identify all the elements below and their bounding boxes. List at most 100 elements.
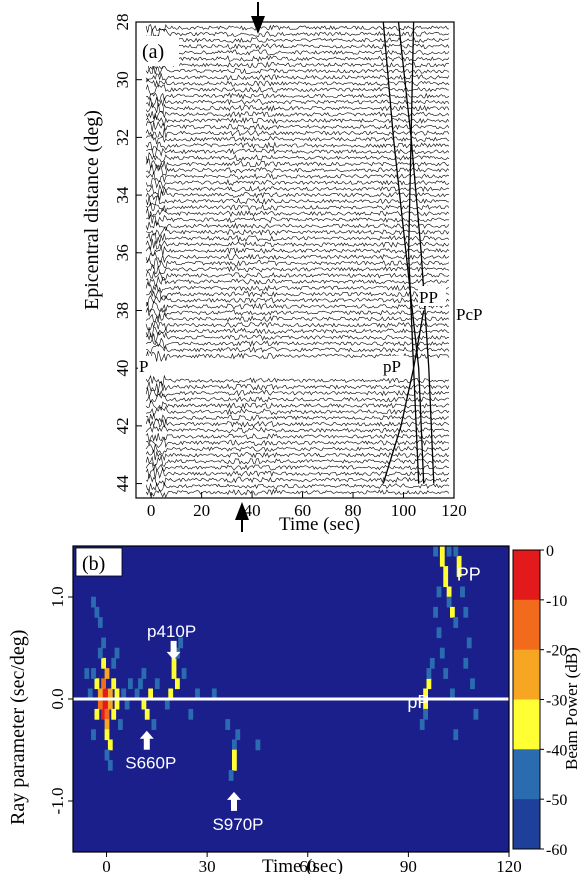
heatmap-cell: [419, 719, 425, 730]
colorbar-tick-label: -50: [546, 792, 567, 809]
heatmap-cell: [439, 555, 445, 567]
heatmap-cell: [466, 637, 472, 649]
seismic-trace: [145, 320, 449, 331]
panel-b-y-axis-label: Ray parameter (sec/deg): [7, 630, 29, 825]
seismic-trace: [145, 141, 450, 152]
heatmap-cell: [104, 668, 110, 679]
seismic-trace: [146, 232, 450, 244]
seismic-trace: [145, 433, 450, 443]
heatmap-cell: [138, 678, 143, 690]
seismic-trace: [145, 189, 450, 201]
heatmap-cell: [104, 729, 110, 741]
heatmap-cell: [433, 606, 438, 618]
seismic-trace: [145, 295, 450, 307]
heatmap-cell: [453, 729, 459, 741]
seismic-trace: [145, 128, 450, 139]
panel-a-traces: [145, 24, 450, 498]
seismic-trace: [145, 59, 450, 71]
heatmap-cell: [111, 708, 117, 720]
heatmap-cell: [118, 719, 123, 730]
heatmap-cell: [111, 678, 117, 690]
x-tick-label: 0: [102, 857, 111, 874]
seismic-trace: [145, 220, 450, 232]
heatmap-cell: [473, 708, 479, 720]
heatmap-cell: [439, 647, 445, 659]
heatmap-cell: [104, 698, 110, 710]
heatmap-cell: [429, 657, 435, 669]
seismic-trace: [145, 337, 450, 350]
seismic-trace: [145, 256, 450, 270]
heatmap-cell: [181, 668, 187, 679]
heatmap-cell: [94, 678, 100, 690]
heatmap-cell: [178, 637, 184, 649]
heatmap-cell: [470, 678, 475, 690]
heatmap-cell: [426, 678, 432, 690]
heatmap-cell: [436, 627, 442, 639]
seismic-trace: [145, 172, 450, 183]
heatmap-cell: [168, 688, 174, 700]
seismic-trace: [145, 387, 450, 399]
seismic-trace: [146, 290, 450, 300]
annotation-label: PP: [457, 565, 481, 585]
seismic-trace: [145, 418, 450, 428]
heatmap-cell: [107, 759, 113, 771]
seismic-trace: [145, 53, 450, 64]
travel-time-curve-pp: [382, 21, 425, 484]
heatmap-cell: [144, 708, 150, 720]
colorbar-segment: [513, 699, 540, 750]
heatmap-cell: [450, 688, 455, 700]
seismic-trace: [145, 207, 450, 219]
heatmap-cell: [426, 668, 432, 679]
heatmap-cell: [134, 688, 140, 700]
y-tick-label: 42: [113, 417, 132, 434]
panel-b-label: (b): [82, 553, 105, 575]
heatmap-cell: [148, 688, 153, 700]
heatmap-cell: [101, 657, 106, 669]
panel-a-y-axis-label: Epicentral distance (deg): [81, 110, 103, 310]
x-tick-label: 60: [299, 857, 316, 874]
seismic-trace: [145, 152, 450, 164]
colorbar-tick-label: -60: [546, 842, 567, 859]
y-tick-label: 32: [113, 129, 132, 146]
panel-b-colorbar: 0 -10 -20 -30 -40 -50 -60: [512, 543, 567, 859]
seismic-trace: [145, 393, 450, 404]
panel-a-ticks: 0 20 40 60 80 100 120 28 30 32 34 36 38 40 42 44: [113, 14, 467, 521]
seismic-trace: [145, 163, 450, 176]
seismic-trace: [145, 264, 450, 275]
y-tick-label: 28: [113, 14, 132, 31]
phase-label-pp: PP: [419, 288, 438, 307]
seismic-trace: [146, 344, 450, 355]
bottom-arrow-icon: [235, 502, 249, 532]
x-tick-label: 120: [441, 501, 467, 520]
colorbar-segment: [513, 550, 540, 601]
seismic-trace: [146, 214, 449, 226]
panel-a-phase-labels: P pP PP PcP: [138, 286, 482, 376]
seismic-trace: [145, 226, 450, 238]
heatmap-cell: [436, 586, 442, 598]
seismic-trace: [145, 488, 450, 498]
heatmap-cell: [423, 688, 428, 700]
panel-b-beam-power: 0 30 60 90 120 1.0 0.0 -1.0 (b) p410P S660P S970P…: [7, 543, 581, 874]
heatmap-cell: [141, 698, 147, 710]
panel-b-annotations: p410P S660P S970P pP PP: [125, 565, 481, 834]
seismic-trace: [145, 78, 450, 88]
heatmap-cell: [211, 688, 217, 700]
colorbar-label: Beam Power (dB): [562, 647, 581, 770]
seismic-trace: [146, 436, 450, 448]
heatmap-cell: [91, 729, 96, 741]
y-tick-label: 36: [113, 244, 132, 261]
heatmap-cell: [94, 708, 100, 720]
seismic-trace: [145, 102, 450, 115]
heatmap-cell: [175, 678, 180, 690]
x-tick-label: 20: [193, 501, 210, 520]
heatmap-cell: [101, 688, 106, 700]
colorbar-tick-label: -20: [546, 643, 567, 660]
seismic-trace: [145, 96, 450, 109]
seismic-trace: [145, 281, 450, 294]
heatmap-cell: [235, 729, 241, 741]
seismic-trace: [145, 425, 450, 434]
colorbar-tick-label: -30: [546, 693, 567, 710]
heatmap-cell: [91, 668, 96, 679]
travel-time-curve-pp_upper: [407, 21, 420, 484]
heatmap-cell: [114, 647, 120, 659]
